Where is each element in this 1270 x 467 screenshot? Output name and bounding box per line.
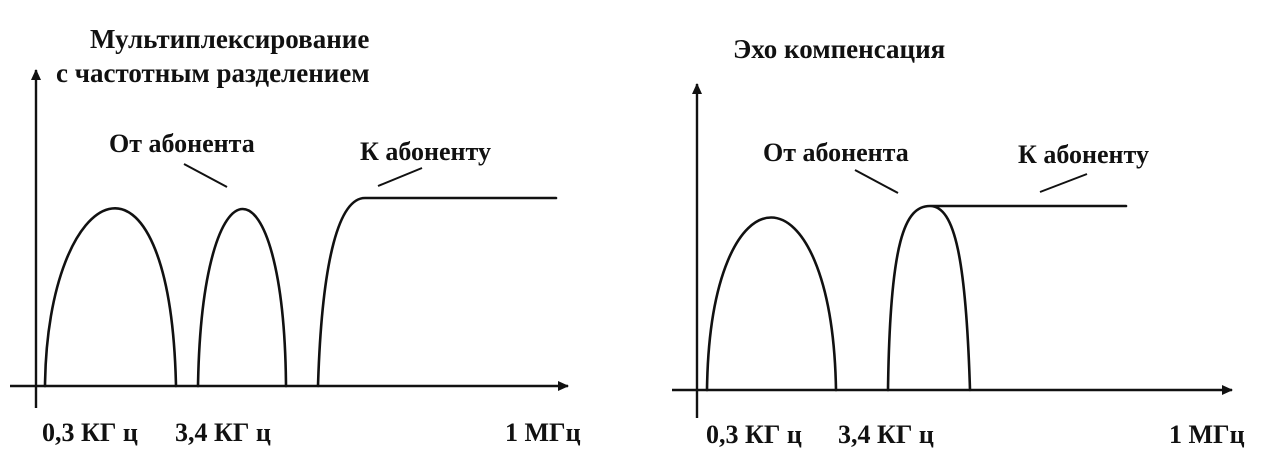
left-title-line1: Мультиплексирование [90, 24, 369, 54]
right-panel: Эхо компенсация От абонента К абоненту 0… [672, 34, 1245, 449]
right-tick-1-mhz: 1 МГц [1169, 420, 1245, 449]
right-voice-band-curve [705, 216, 838, 392]
left-tick-1-mhz: 1 МГц [505, 418, 581, 447]
right-tick-3-4-khz: 3,4 КГ ц [838, 420, 934, 449]
right-label-from-subscriber: От абонента [763, 138, 909, 167]
left-title-line2: с частотным разделением [56, 58, 370, 88]
right-downstream-leader [1039, 173, 1088, 193]
left-voice-band-curve [43, 207, 178, 388]
left-upstream-curve [196, 207, 288, 388]
left-downstream-curve [316, 196, 558, 388]
right-upstream-leader [854, 169, 899, 194]
right-data-band-curve [886, 204, 1128, 392]
left-tick-3-4-khz: 3,4 КГ ц [175, 418, 271, 447]
left-panel: Мультиплексирование с частотным разделен… [10, 24, 581, 447]
left-upstream-leader [183, 163, 228, 188]
right-label-to-subscriber: К абоненту [1018, 140, 1149, 169]
right-title: Эхо компенсация [733, 34, 945, 64]
left-tick-0-3-khz: 0,3 КГ ц [42, 418, 138, 447]
left-downstream-leader [377, 167, 423, 187]
left-label-to-subscriber: К абоненту [360, 137, 491, 166]
right-tick-0-3-khz: 0,3 КГ ц [706, 420, 802, 449]
left-label-from-subscriber: От абонента [109, 129, 255, 158]
